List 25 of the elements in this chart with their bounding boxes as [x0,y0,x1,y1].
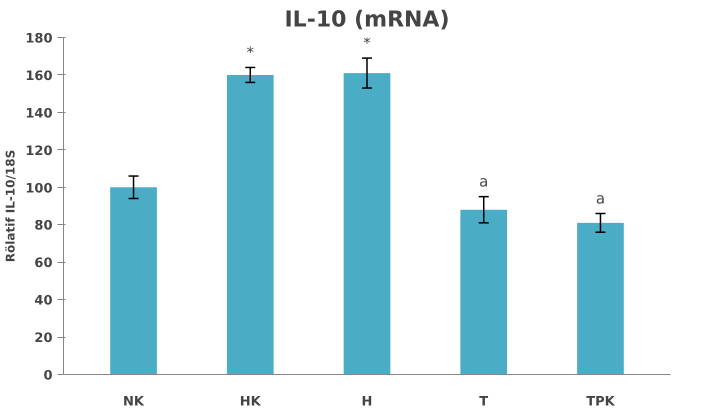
chart-title: IL-10 (mRNA) [284,8,450,32]
x-tick-label: H [362,394,372,410]
x-tick-label: HK [240,394,262,410]
y-tick-label: 160 [25,68,53,84]
y-tick-label: 40 [34,294,53,309]
x-tick-label: TPK [586,394,616,410]
x-tick-label: NK [123,394,145,410]
bar [577,222,624,374]
bar [226,74,274,374]
y-tick-label: 80 [34,218,53,234]
y-tick-label: 60 [34,256,53,272]
annotation: a [479,172,488,191]
x-tick-label: T [479,394,488,410]
y-tick-label: 20 [34,331,53,346]
annotation: * [246,43,255,62]
y-tick-label: 120 [25,144,53,159]
bar [460,210,508,374]
y-tick-label: 180 [25,32,53,46]
y-tick-label: 140 [25,106,53,122]
y-tick-label: 100 [25,181,53,196]
bar [110,187,157,374]
y-axis-title: Rölatif IL-10/18S [3,150,18,262]
annotation: a [596,189,606,208]
bar [344,73,390,374]
y-tick-label: 0 [43,368,52,384]
